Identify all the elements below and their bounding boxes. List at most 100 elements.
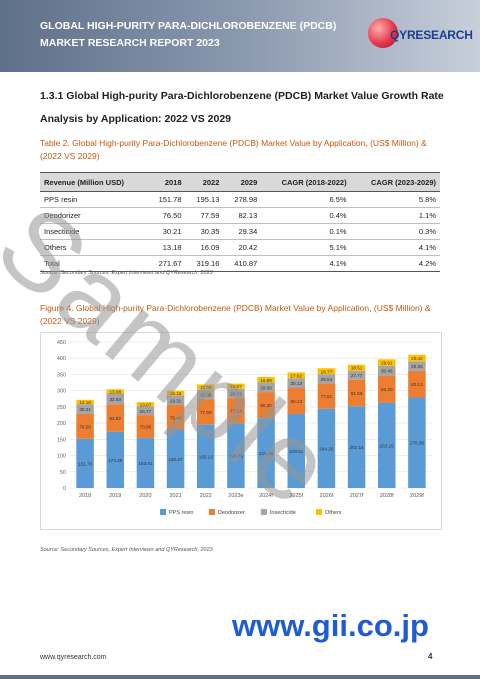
figure-source: Source: Secondary Sources, Expert Interv… bbox=[40, 547, 213, 553]
x-tick-label: 2027f bbox=[350, 493, 364, 499]
market-value-table: Revenue (Million USD) 2018 2022 2029 CAG… bbox=[40, 172, 440, 272]
x-tick-label: 2022 bbox=[200, 493, 212, 499]
legend-label: Insecticide bbox=[270, 510, 296, 516]
data-label: 151.78 bbox=[78, 461, 92, 466]
bar-segment bbox=[166, 390, 185, 396]
cell: 5.8% bbox=[350, 191, 440, 208]
table-row: PPS resin 151.78 195.13 278.98 6.5% 5.8% bbox=[40, 191, 440, 208]
legend-swatch bbox=[260, 509, 267, 515]
bar-segment bbox=[408, 354, 426, 362]
bar-segment bbox=[408, 361, 426, 371]
y-tick-label: 400 bbox=[57, 356, 66, 362]
cell: 195.13 bbox=[185, 191, 224, 208]
cell: 5.1% bbox=[261, 239, 351, 256]
bar-segment bbox=[287, 378, 305, 389]
bar-segment bbox=[106, 389, 124, 394]
data-label: 278.98 bbox=[410, 441, 424, 446]
cell: 0.4% bbox=[261, 207, 351, 224]
y-tick-label: 350 bbox=[57, 372, 66, 378]
bar-segment bbox=[197, 424, 215, 488]
data-label: 32.93 bbox=[110, 397, 122, 402]
data-label: 29.31 bbox=[170, 398, 182, 403]
data-label: 84.82 bbox=[110, 416, 122, 421]
data-label: 13.08 bbox=[110, 389, 122, 394]
data-label: 30.46 bbox=[381, 369, 393, 374]
bar-segment bbox=[76, 438, 94, 488]
cell: 278.98 bbox=[223, 191, 262, 208]
row-label: Total bbox=[40, 255, 148, 272]
legend-label: PPS resin bbox=[169, 510, 193, 516]
legend-swatch bbox=[208, 509, 215, 515]
cell: 82.13 bbox=[223, 207, 262, 224]
bar-segment bbox=[347, 406, 366, 488]
header-cell: 2018 bbox=[147, 172, 186, 192]
bar-segment bbox=[408, 370, 426, 398]
bar-segment bbox=[136, 402, 155, 407]
data-label: 173.39 bbox=[108, 458, 122, 463]
header-cell: Revenue (Million USD) bbox=[40, 172, 148, 192]
bar-segment bbox=[317, 368, 336, 375]
report-header: GLOBAL HIGH-PURITY PARA-DICHLOROBENZENE … bbox=[0, 0, 480, 72]
cell: 20.42 bbox=[223, 239, 262, 256]
cell: 410.87 bbox=[223, 255, 262, 272]
x-tick-label: 2018 bbox=[79, 493, 91, 499]
data-label: 77.59 bbox=[200, 410, 212, 415]
data-label: 16.07 bbox=[230, 384, 242, 389]
data-label: 29.50 bbox=[260, 385, 272, 390]
footer-bar bbox=[0, 675, 480, 679]
page-number: 4 bbox=[428, 652, 433, 661]
cell: 16.09 bbox=[185, 239, 224, 256]
x-tick-label: 2021 bbox=[169, 493, 181, 499]
data-label: 16.09 bbox=[200, 385, 212, 390]
cell: 4.1% bbox=[350, 239, 440, 256]
section-title-line2: Analysis by Application: 2022 VS 2029 bbox=[40, 113, 232, 125]
row-label: Deodorizer bbox=[40, 207, 148, 224]
qyresearch-logo: QYRESEARCH bbox=[368, 18, 473, 52]
data-label: 77.61 bbox=[321, 394, 333, 399]
data-label: 26.77 bbox=[140, 409, 152, 414]
data-label: 199.85 bbox=[229, 454, 243, 459]
x-tick-label: 2020 bbox=[139, 493, 151, 499]
stacked-bar-chart: 0 50 100 150 200 250 300 350 400 450 151.78 76.50 30… bbox=[57, 340, 432, 516]
data-label: 228.02 bbox=[289, 449, 303, 454]
bar-segment bbox=[136, 438, 155, 488]
header-cell: CAGR (2023-2029) bbox=[350, 172, 440, 192]
bar-segment bbox=[166, 405, 185, 430]
bar-segment bbox=[227, 423, 245, 488]
legend-label: Deodorizer bbox=[218, 510, 245, 516]
x-tick-label: 2024f bbox=[259, 493, 273, 499]
cell: 29.34 bbox=[223, 223, 262, 240]
bar-segment bbox=[378, 375, 396, 403]
bar-segment bbox=[317, 408, 336, 488]
section-title-line1: 1.3.1 Global High-purity Para-Dichlorobe… bbox=[40, 90, 444, 102]
x-tick-label: 2029f bbox=[410, 493, 424, 499]
bar-segment bbox=[166, 429, 185, 488]
bar-segment bbox=[317, 374, 336, 384]
cell: 30.35 bbox=[185, 223, 224, 240]
y-tick-label: 100 bbox=[57, 454, 66, 460]
bar-segment bbox=[317, 383, 336, 409]
cell: 319.16 bbox=[185, 255, 224, 272]
cell: 6.5% bbox=[261, 191, 351, 208]
y-tick-label: 200 bbox=[57, 421, 66, 427]
data-label: 28.74 bbox=[230, 391, 242, 396]
table-header-row: Revenue (Million USD) 2018 2022 2029 CAG… bbox=[40, 172, 440, 192]
bar-segment bbox=[287, 414, 305, 488]
data-label: 16.89 bbox=[260, 378, 272, 383]
y-tick-label: 250 bbox=[57, 405, 66, 411]
legend-label: Others bbox=[325, 510, 342, 516]
data-label: 80.13 bbox=[291, 399, 303, 404]
data-label: 20.42 bbox=[411, 356, 423, 361]
data-label: 252.15 bbox=[350, 445, 364, 450]
bar-segment bbox=[106, 393, 124, 405]
row-label: Insecticide bbox=[40, 223, 148, 240]
data-label: 244.26 bbox=[319, 446, 333, 451]
data-label: 180.27 bbox=[169, 457, 183, 462]
bar-segment bbox=[76, 413, 94, 439]
gii-url[interactable]: www.gii.co.jp bbox=[232, 608, 429, 643]
data-label: 28.54 bbox=[321, 377, 333, 382]
data-label: 83.20 bbox=[381, 387, 393, 392]
footer-url[interactable]: www.qyresearch.com bbox=[40, 654, 107, 661]
y-tick-label: 300 bbox=[57, 389, 66, 395]
data-label: 77.14 bbox=[230, 409, 242, 414]
